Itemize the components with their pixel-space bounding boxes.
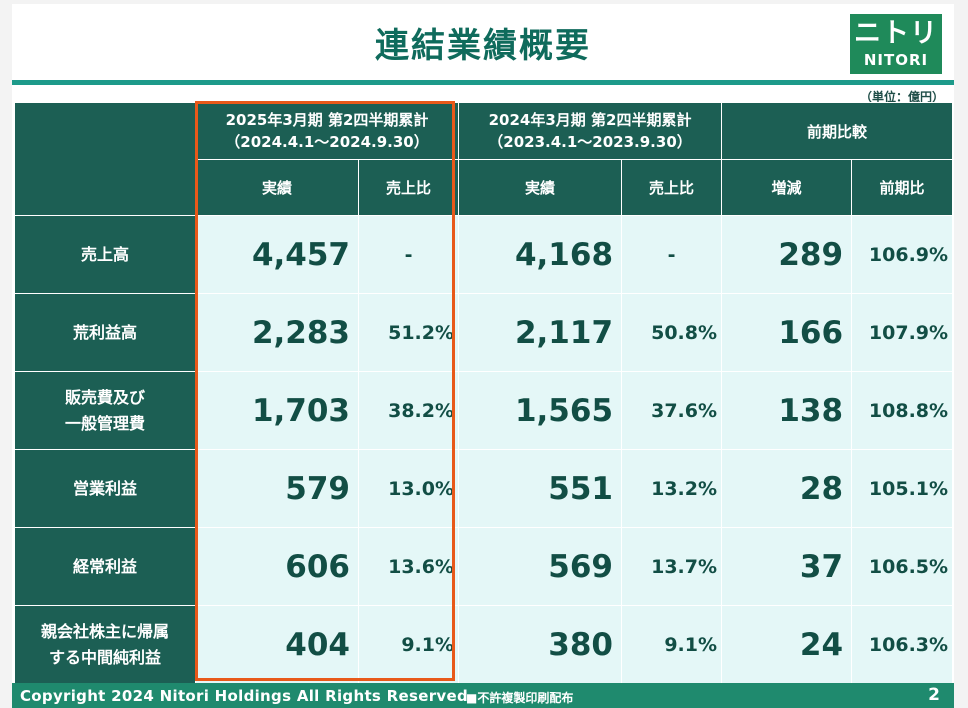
yoy-ratio: 106.9% [851, 215, 954, 294]
prior-ratio: - [621, 215, 723, 294]
current-period-range: （2024.4.1～2024.9.30） [225, 133, 429, 151]
logo-word: NITORI [863, 51, 929, 69]
reproduction-notice: ■不許複製印刷配布 [466, 691, 574, 705]
yoy-ratio: 106.5% [851, 527, 954, 606]
sub-header: 売上比 [621, 159, 723, 216]
current-ratio: 38.2% [357, 371, 460, 450]
copyright: Copyright 2024 Nitori Holdings All Right… [20, 687, 468, 705]
yoy-ratio: 105.1% [851, 449, 954, 528]
row-label-line1: 販売費及び [64, 387, 145, 407]
comparison-header: 前期比較 [721, 102, 954, 160]
unit-note: （単位：億円） [859, 90, 944, 104]
table-row: 荒利益高 2,283 51.2% 2,117 50.8% 166 107.9% [14, 293, 954, 372]
current-ratio: 13.0% [357, 449, 460, 528]
yoy-ratio: 108.8% [851, 371, 954, 450]
change-amount: 138 [721, 371, 853, 450]
change-amount: 37 [721, 527, 853, 606]
current-actual: 2,283 [195, 293, 359, 372]
current-ratio: 51.2% [357, 293, 460, 372]
current-actual: 606 [195, 527, 359, 606]
row-label-line1: 親会社株主に帰属 [40, 621, 169, 641]
change-amount: 24 [721, 605, 853, 684]
nitori-logo: ニトリ NITORI [850, 14, 942, 74]
sub-header: 増減 [721, 159, 853, 216]
current-ratio: 13.6% [357, 527, 460, 606]
row-label: 経常利益 [14, 527, 196, 606]
current-actual: 404 [195, 605, 359, 684]
logo-mark: ニトリ [854, 18, 938, 49]
title-rule [12, 80, 954, 85]
yoy-ratio: 107.9% [851, 293, 954, 372]
row-label: 営業利益 [14, 449, 196, 528]
change-amount: 289 [721, 215, 853, 294]
sub-header: 実績 [195, 159, 359, 216]
change-amount: 166 [721, 293, 853, 372]
prior-ratio: 13.2% [621, 449, 723, 528]
prior-actual: 551 [458, 449, 623, 528]
row-label: 売上高 [14, 215, 196, 294]
row-label: 荒利益高 [14, 293, 196, 372]
prior-actual: 1,565 [458, 371, 623, 450]
table-row: 販売費及び 一般管理費 1,703 38.2% 1,565 37.6% 138 … [14, 371, 954, 450]
current-period-label: 2025年3月期 第2四半期累計 [225, 111, 429, 129]
footer-bar: Copyright 2024 Nitori Holdings All Right… [12, 683, 954, 708]
corner-cell [14, 102, 196, 216]
sub-header: 前期比 [851, 159, 954, 216]
current-ratio: 9.1% [357, 605, 460, 684]
row-label: 販売費及び 一般管理費 [14, 371, 196, 450]
table-row: 営業利益 579 13.0% 551 13.2% 28 105.1% [14, 449, 954, 528]
table-row: 親会社株主に帰属 する中間純利益 404 9.1% 380 9.1% 24 10… [14, 605, 954, 684]
row-label: 親会社株主に帰属 する中間純利益 [14, 605, 196, 684]
row-label-line2: 一般管理費 [64, 413, 145, 433]
table-row: 売上高 4,457 - 4,168 - 289 106.9% [14, 215, 954, 294]
slide: 連結業績概要 ニトリ NITORI （単位：億円） 2025年3月期 第2四半期… [12, 4, 954, 708]
prior-actual: 4,168 [458, 215, 623, 294]
row-label-line2: する中間純利益 [48, 647, 161, 667]
results-table: 2025年3月期 第2四半期累計 （2024.4.1～2024.9.30） 20… [14, 102, 954, 684]
current-period-header: 2025年3月期 第2四半期累計 （2024.4.1～2024.9.30） [194, 102, 460, 160]
prior-ratio: 13.7% [621, 527, 723, 606]
current-actual: 4,457 [195, 215, 359, 294]
prior-actual: 380 [458, 605, 623, 684]
prior-ratio: 50.8% [621, 293, 723, 372]
prior-period-header: 2024年3月期 第2四半期累計 （2023.4.1～2023.9.30） [458, 102, 723, 160]
current-actual: 579 [195, 449, 359, 528]
change-amount: 28 [721, 449, 853, 528]
prior-ratio: 37.6% [621, 371, 723, 450]
current-actual: 1,703 [195, 371, 359, 450]
current-ratio: - [357, 215, 460, 294]
page-number: 2 [928, 685, 940, 705]
prior-period-range: （2023.4.1～2023.9.30） [488, 133, 692, 151]
prior-actual: 2,117 [458, 293, 623, 372]
prior-actual: 569 [458, 527, 623, 606]
sub-header: 売上比 [357, 159, 460, 216]
sub-header: 実績 [458, 159, 623, 216]
table-row: 経常利益 606 13.6% 569 13.7% 37 106.5% [14, 527, 954, 606]
page-title: 連結業績概要 [375, 25, 591, 66]
prior-period-label: 2024年3月期 第2四半期累計 [488, 111, 692, 129]
prior-ratio: 9.1% [621, 605, 723, 684]
yoy-ratio: 106.3% [851, 605, 954, 684]
